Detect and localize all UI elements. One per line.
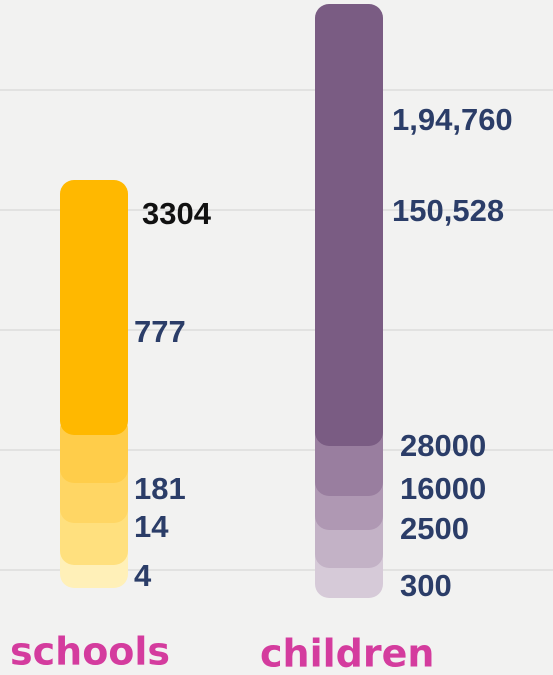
value-label: 150,528 bbox=[392, 193, 504, 228]
value-label: 2500 bbox=[400, 511, 469, 546]
value-label: 4 bbox=[134, 558, 152, 593]
value-label: 777 bbox=[134, 314, 186, 349]
column-label: children bbox=[260, 632, 434, 675]
value-label: 28000 bbox=[400, 428, 486, 463]
segment bbox=[315, 4, 383, 446]
value-label: 300 bbox=[400, 568, 452, 603]
column-label: schools bbox=[10, 630, 170, 674]
value-label: 181 bbox=[134, 471, 186, 506]
value-label: 3304 bbox=[142, 196, 212, 231]
value-label: 14 bbox=[134, 509, 169, 544]
schools-bar bbox=[60, 180, 128, 588]
value-label: 1,94,760 bbox=[392, 102, 513, 137]
children-bar bbox=[315, 4, 383, 598]
segment bbox=[60, 180, 128, 435]
value-label: 16000 bbox=[400, 471, 486, 506]
